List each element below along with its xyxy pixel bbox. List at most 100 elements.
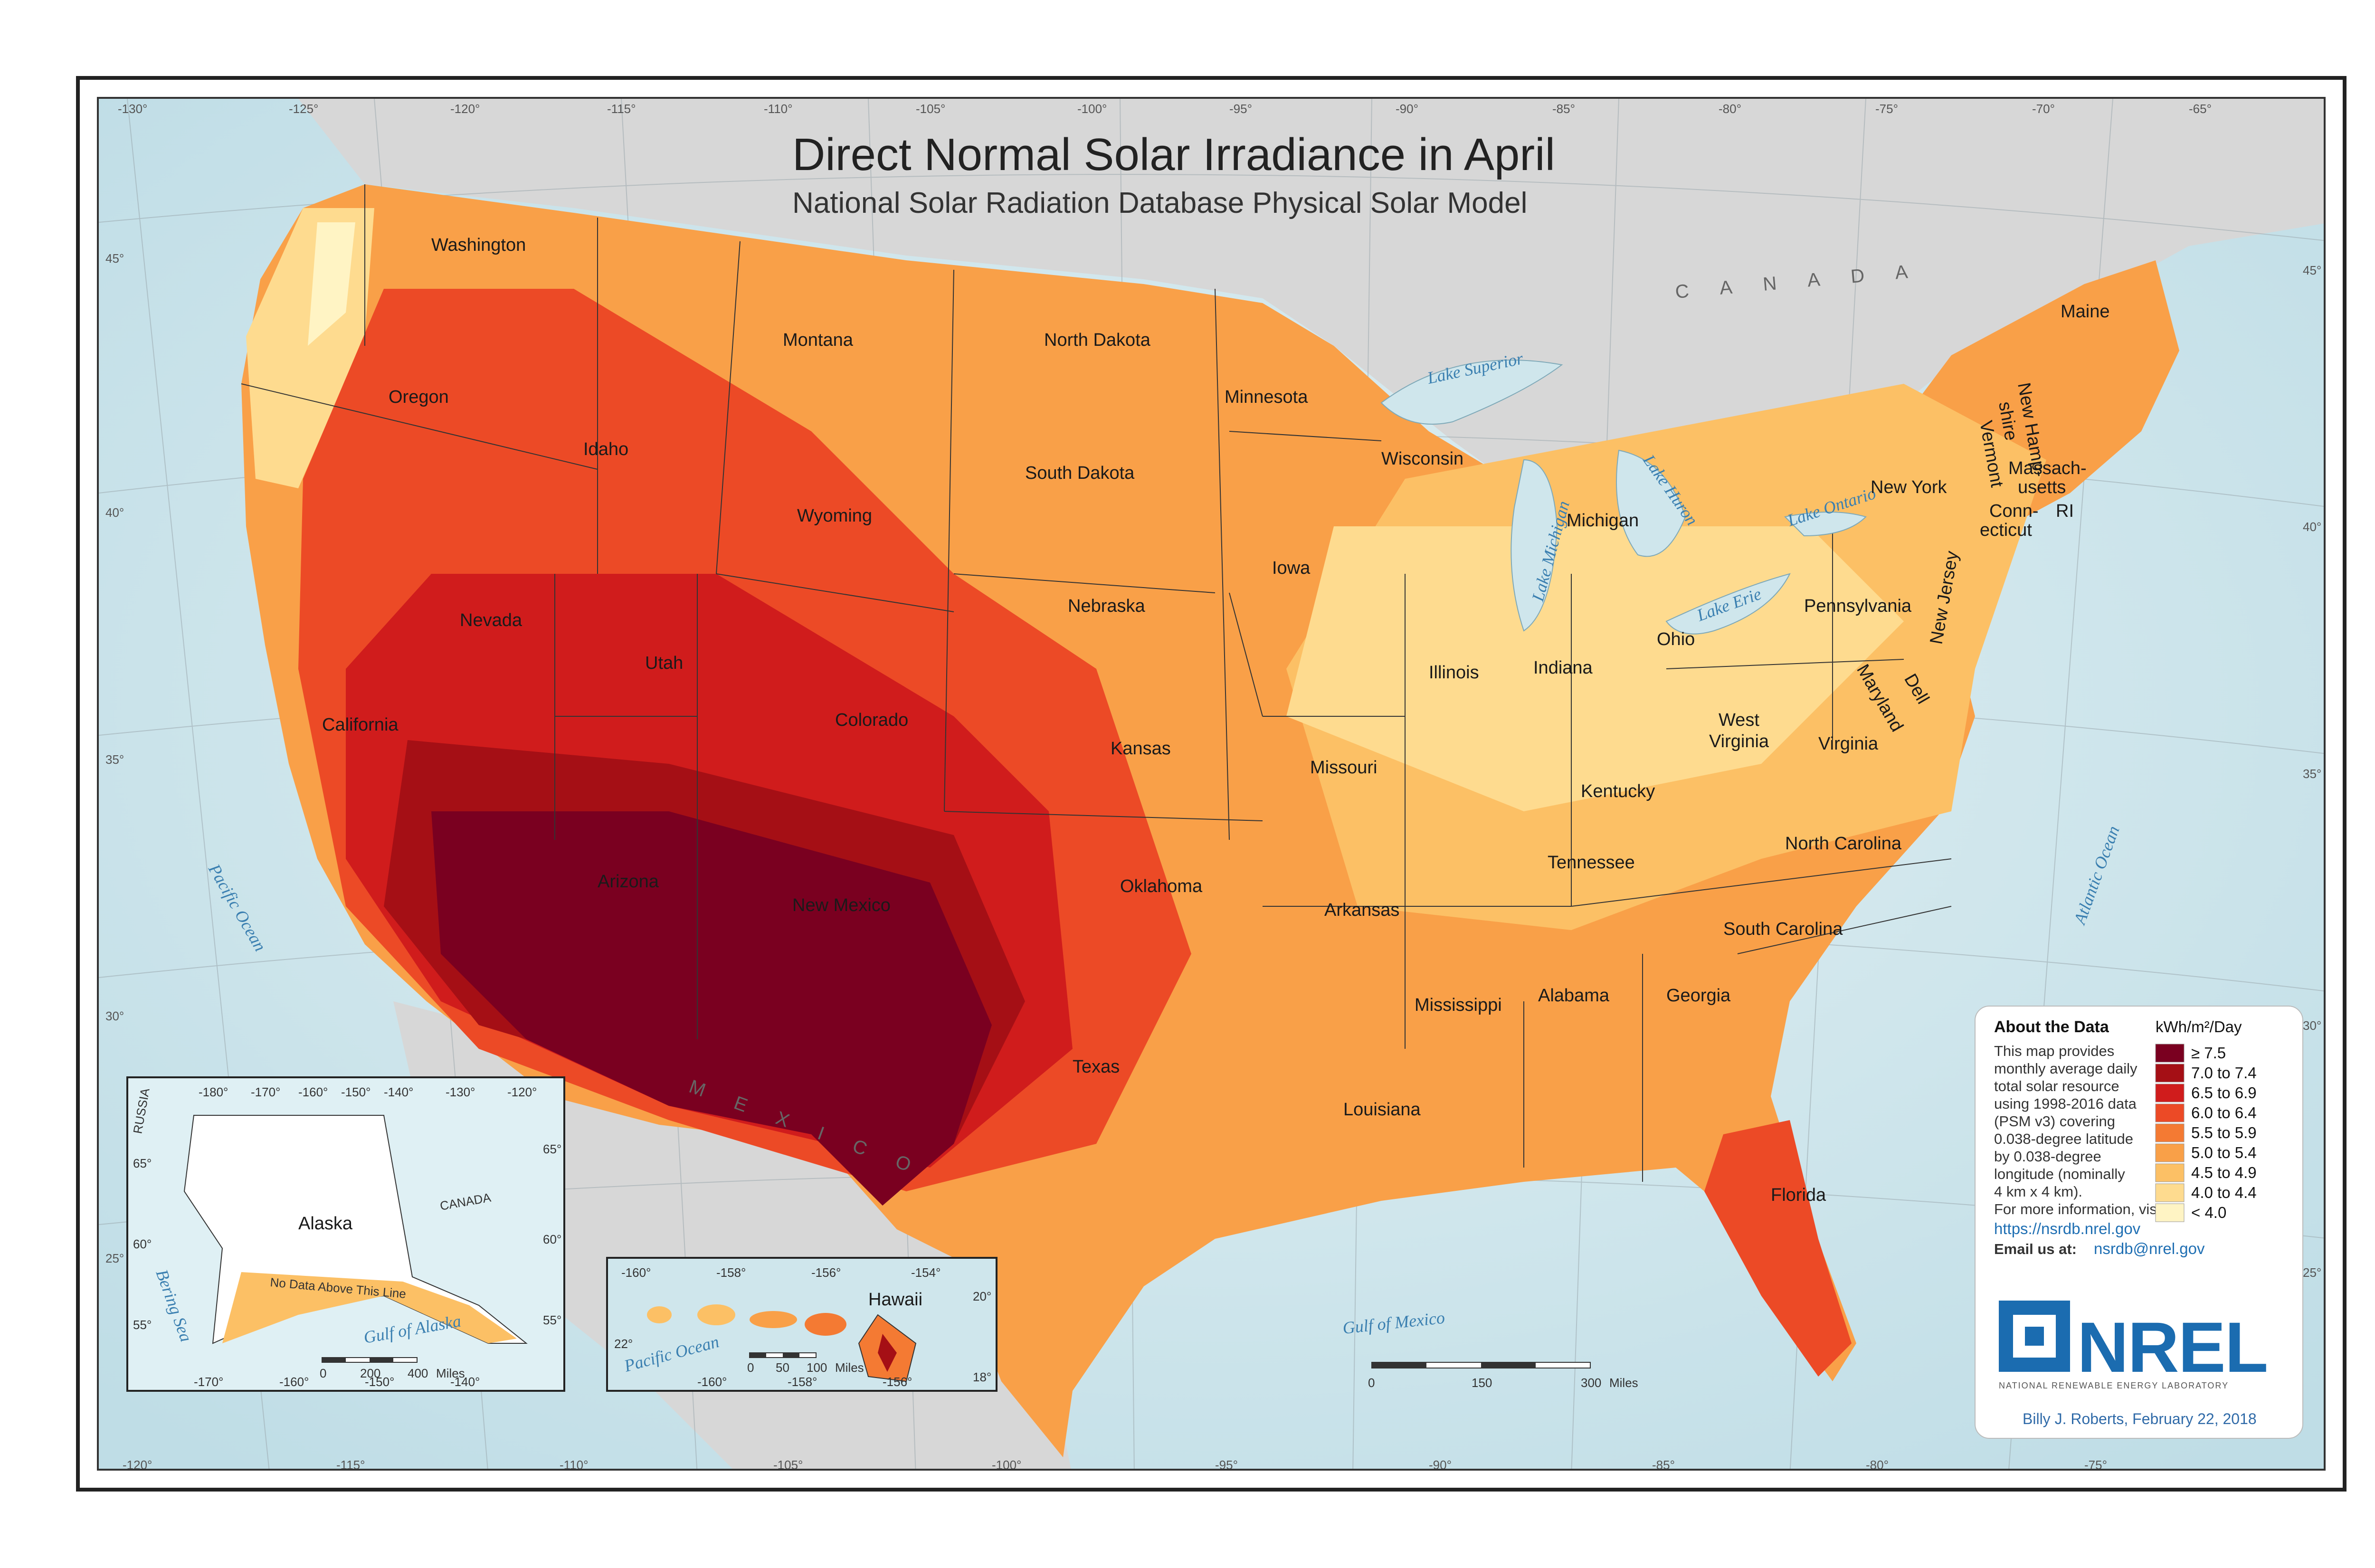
legend-swatch [2155,1044,2185,1063]
ak-scale-200: 200 [360,1366,380,1380]
alaska-label: Alaska [298,1214,353,1234]
state-north-dakota: North Dakota [1044,330,1151,350]
lon-label: -110° [764,102,793,116]
hi-lon: -154° [911,1265,940,1280]
about-line: by 0.038-degree [1994,1148,2101,1165]
lon-label: -65° [2189,102,2212,116]
scale-tick-0: 0 [1368,1376,1375,1390]
about-line: 0.038-degree latitude [1994,1131,2133,1147]
state-south-carolina: South Carolina [1723,919,1843,939]
bottom-longitudes: -120° -115° -110° -105° -100° -95° -90° … [123,1458,2107,1471]
state-louisiana: Louisiana [1343,1100,1421,1120]
lon-label: -130° [118,102,147,116]
ak-scale-unit: Miles [436,1366,465,1380]
state-washington: Washington [431,235,526,255]
ak-lon: -150° [341,1085,370,1099]
map-area: -130° -125° -120° -115° -110° -105° -100… [97,97,2326,1471]
map-title: Direct Normal Solar Irradiance in April [792,129,1555,180]
legend-unit: kWh/m²/Day [2156,1018,2242,1036]
legend-label: 5.0 to 5.4 [2191,1144,2257,1161]
state-arizona: Arizona [598,872,659,892]
lon-label: -115° [607,102,636,116]
email-link[interactable]: nsrdb@nrel.gov [2094,1240,2205,1257]
lat-label: 30° [2303,1018,2321,1033]
state-nevada: Nevada [460,610,522,630]
legend-swatch [2155,1183,2185,1202]
hi-scale-50: 50 [776,1360,789,1375]
legend-label: 7.0 to 7.4 [2191,1064,2257,1082]
lake-huron [1616,449,1686,557]
state-colorado: Colorado [835,710,908,730]
ak-lon: -160° [279,1375,309,1389]
state-michigan: Michigan [1567,511,1639,531]
lon-label: -90° [1429,1458,1452,1471]
legend-label: 6.0 to 6.4 [2191,1104,2257,1121]
ak-lon: -130° [446,1085,475,1099]
lon-label: -100° [1077,102,1107,116]
state-texas: Texas [1073,1057,1120,1077]
nrel-wordmark: NREL [2077,1307,2267,1387]
state-arkansas: Arkansas [1324,900,1399,920]
legend-swatch [2155,1203,2185,1222]
lat-label: 25° [105,1251,124,1265]
nsrdb-link[interactable]: https://nsrdb.nrel.gov [1994,1220,2141,1237]
state-alabama: Alabama [1538,986,1610,1006]
legend-label: 4.0 to 4.4 [2191,1184,2257,1201]
ak-lon: -140° [450,1375,480,1389]
hi-lon: -160° [697,1375,727,1389]
legend-swatch [2155,1064,2185,1083]
lake-superior [1380,360,1563,425]
lon-label: -75° [1875,102,1898,116]
about-heading: About the Data [1994,1018,2109,1036]
state-mississippi: Mississippi [1415,995,1502,1015]
hi-scale-100: 100 [807,1360,827,1375]
state-west-virginia-1: West [1719,710,1759,730]
state-massachusetts-1: Massach- [2008,458,2087,478]
credit: Billy J. Roberts, February 22, 2018 [2023,1410,2257,1427]
legend-label: < 4.0 [2191,1204,2226,1221]
lat-label: 40° [2303,520,2321,534]
lat-label: 35° [2303,767,2321,781]
state-virginia: Virginia [1818,734,1879,754]
ak-lon: -170° [251,1085,280,1099]
legend-label: 4.5 to 4.9 [2191,1164,2257,1181]
state-wisconsin: Wisconsin [1381,449,1463,469]
scale-tick-300: 300 [1581,1376,1601,1390]
email-label: Email us at: [1994,1241,2077,1257]
hi-lon: -156° [883,1375,912,1389]
ak-lon: -120° [507,1085,537,1099]
alaska-inset: -180° -170° -160° -150° -140° -130° -120… [126,1076,565,1392]
ak-lon: -170° [194,1375,223,1389]
lon-label: -75° [2084,1458,2107,1471]
state-kentucky: Kentucky [1581,781,1655,801]
about-line: longitude (nominally [1994,1166,2125,1182]
lat-label: 30° [105,1009,124,1023]
lon-label: -70° [2032,102,2055,116]
lake-michigan [1510,459,1558,632]
ak-lat-right: 55° [543,1313,561,1327]
state-iowa: Iowa [1272,558,1311,578]
state-ohio: Ohio [1657,629,1695,649]
state-wyoming: Wyoming [797,506,872,526]
hi-lat-right: 18° [973,1370,991,1384]
state-north-carolina: North Carolina [1785,834,1902,854]
about-line: 4 km x 4 km). [1994,1183,2082,1200]
state-pennsylvania: Pennsylvania [1804,596,1912,616]
hawaii-inset: -160° -158° -156° -154° -160° -158° -156… [606,1257,998,1392]
zone-lt4 [308,222,355,346]
hi-lon: -158° [716,1265,746,1280]
legend-swatch [2155,1163,2185,1182]
scale-bar: 0 150 300 Miles [1368,1362,1638,1390]
lat-label: 45° [2303,263,2321,277]
lon-label: -120° [450,102,480,116]
legend-label: ≥ 7.5 [2191,1044,2226,1062]
legend-swatch [2155,1083,2185,1102]
legend-swatch [2155,1103,2185,1122]
hi-lat-right: 20° [973,1289,991,1303]
state-georgia: Georgia [1666,986,1731,1006]
ak-lon: -140° [384,1085,413,1099]
lat-label: 25° [2303,1265,2321,1280]
lon-label: -125° [289,102,318,116]
nrel-logo: NREL NATIONAL RENEWABLE ENERGY LABORATOR… [1999,1301,2268,1390]
state-south-dakota: South Dakota [1025,463,1135,483]
